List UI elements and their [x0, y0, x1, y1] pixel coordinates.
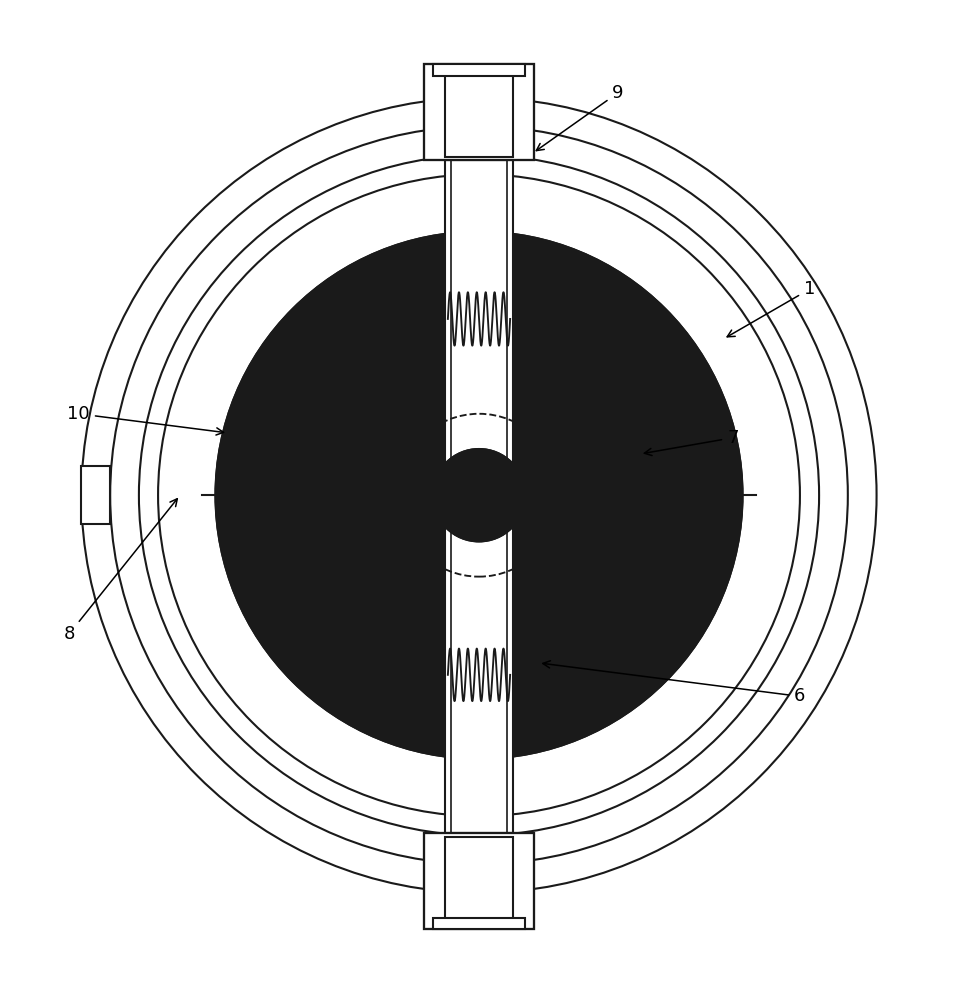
- Text: 10: 10: [67, 405, 223, 435]
- Text: 7: 7: [645, 429, 739, 456]
- Circle shape: [433, 449, 525, 541]
- Bar: [445, 837, 513, 923]
- Bar: [81, 466, 110, 524]
- Text: 9: 9: [536, 84, 624, 151]
- Bar: [445, 160, 513, 833]
- Bar: [433, 64, 525, 76]
- Text: 8: 8: [63, 499, 177, 643]
- Bar: [451, 160, 507, 833]
- Text: 1: 1: [727, 280, 815, 337]
- Text: 6: 6: [543, 661, 806, 705]
- Bar: [423, 64, 535, 160]
- Bar: [445, 74, 513, 157]
- Bar: [423, 833, 535, 929]
- Bar: [433, 918, 525, 929]
- Circle shape: [331, 347, 627, 644]
- Circle shape: [216, 232, 742, 759]
